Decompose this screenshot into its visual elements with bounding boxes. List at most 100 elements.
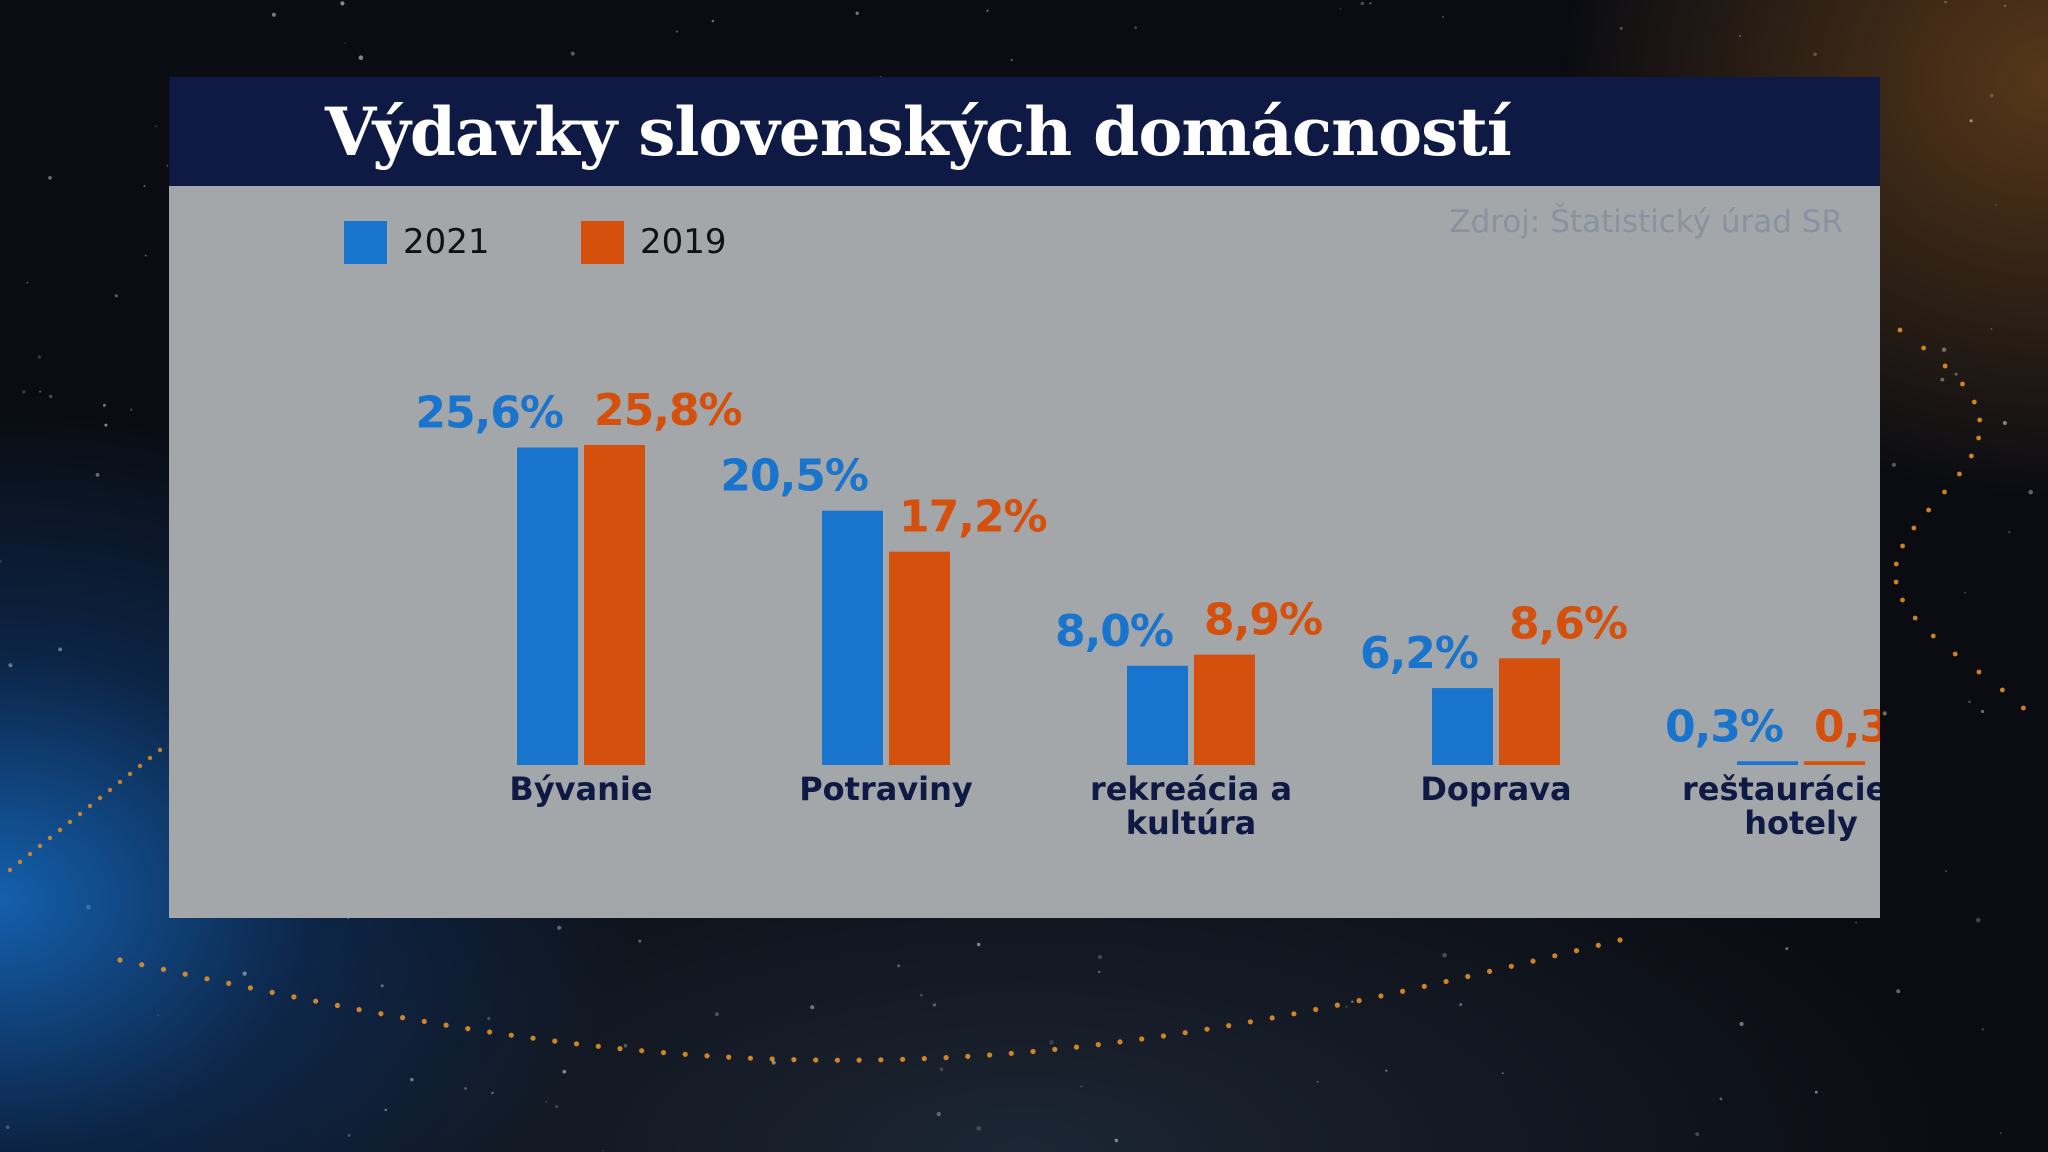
background-speck — [1739, 1021, 1744, 1027]
background-speck — [1097, 970, 1101, 974]
background-orange-dot — [834, 1057, 841, 1063]
bar-2021-2 — [1127, 665, 1188, 765]
background-speck — [1968, 700, 1971, 704]
background-orange-dot — [747, 1055, 754, 1061]
background-speck — [1719, 1097, 1723, 1101]
background-orange-dot — [1008, 1050, 1014, 1056]
background-orange-dot — [160, 966, 167, 973]
legend-item-2019: 2019 — [581, 220, 727, 264]
background-speck — [26, 281, 29, 284]
background-speck — [1695, 1132, 1700, 1137]
background-speck — [1441, 15, 1444, 18]
background-speck — [340, 1, 345, 6]
background-orange-dot — [147, 755, 153, 761]
value-label-2019-2: 8,9% — [1204, 595, 1322, 646]
background-orange-dot — [1957, 471, 1962, 477]
background-orange-dot — [1893, 561, 1899, 567]
background-orange-dot — [2021, 705, 2026, 711]
background-orange-dot — [704, 1053, 710, 1059]
background-speck — [1369, 2, 1372, 5]
background-speck — [58, 647, 63, 652]
background-speck — [977, 942, 981, 947]
background-orange-dot — [1269, 1015, 1275, 1021]
background-orange-dot — [1139, 1036, 1145, 1042]
background-speck — [1097, 954, 1103, 960]
background-speck — [570, 51, 575, 56]
background-speck — [86, 904, 91, 910]
background-speck — [1990, 328, 1993, 330]
background-orange-dot — [1182, 1030, 1188, 1036]
background-speck — [491, 1091, 494, 1095]
background-orange-dot — [769, 1056, 775, 1062]
background-speck — [1351, 1000, 1354, 1003]
background-orange-dot — [87, 803, 93, 809]
background-orange-dot — [1291, 1011, 1297, 1017]
background-speck — [557, 925, 562, 930]
value-label-2019-0: 25,8% — [594, 385, 742, 436]
background-orange-dot — [878, 1057, 884, 1063]
background-speck — [932, 1003, 937, 1007]
background-orange-dot — [900, 1056, 906, 1062]
chart-area: Zdroj: Štatistický úrad SR 2021 2019 25,… — [169, 186, 1880, 918]
background-speck — [1339, 8, 1342, 10]
background-orange-dot — [726, 1054, 732, 1060]
background-speck — [711, 19, 715, 23]
background-orange-dot — [1465, 973, 1471, 980]
background-orange-dot — [2000, 687, 2005, 693]
title-bar: Výdavky slovenských domácností — [169, 77, 1880, 186]
background-speck — [897, 964, 901, 968]
background-orange-dot — [137, 763, 143, 769]
background-speck — [48, 176, 52, 180]
background-orange-dot — [530, 1035, 536, 1041]
background-orange-dot — [639, 1048, 645, 1054]
bar-2019-0 — [584, 445, 645, 765]
background-orange-dot — [1356, 998, 1362, 1004]
background-orange-dot — [1952, 651, 1958, 657]
background-orange-dot — [356, 1007, 362, 1013]
background-speck — [1999, 1132, 2003, 1135]
background-speck — [1945, 870, 1947, 873]
background-orange-dot — [117, 779, 123, 785]
background-speck — [771, 1060, 776, 1065]
background-orange-dot — [1617, 937, 1623, 943]
bar-2019-4 — [1804, 761, 1865, 765]
background-orange-dot — [1030, 1048, 1036, 1055]
background-speck — [37, 355, 42, 359]
background-speck — [1944, 0, 1947, 4]
background-orange-dot — [1911, 525, 1917, 531]
background-orange-dot — [943, 1055, 949, 1061]
background-orange-dot — [508, 1032, 514, 1038]
background-orange-dot — [813, 1057, 819, 1063]
background-orange-dot — [127, 771, 133, 777]
background-orange-dot — [1960, 381, 1965, 387]
category-label-4-line0: reštaurácie a — [1682, 770, 1880, 808]
background-speck — [1785, 947, 1789, 950]
background-speck — [1442, 953, 1447, 958]
background-speck — [104, 423, 108, 427]
background-speck — [936, 1111, 941, 1117]
background-orange-dot — [1912, 615, 1918, 621]
background-orange-dot — [1073, 1044, 1080, 1050]
background-speck — [1459, 1003, 1463, 1006]
background-speck — [380, 984, 384, 988]
background-speck — [939, 1067, 944, 1072]
background-speck — [545, 1101, 547, 1103]
background-speck — [271, 12, 276, 17]
background-speck — [602, 1149, 604, 1152]
background-orange-dot — [1900, 543, 1905, 549]
background-speck — [976, 1125, 981, 1131]
background-speck — [143, 185, 146, 187]
background-orange-dot — [921, 1056, 927, 1062]
bar-chart: 25,6% 25,8% Bývanie 20,5% 17,2% Potraviny 8,0%… — [415, 385, 1880, 842]
background-orange-dot — [487, 1029, 493, 1035]
category-label-0: Bývanie — [509, 770, 652, 808]
bar-2019-3 — [1499, 658, 1560, 765]
background-speck — [1891, 462, 1896, 467]
background-speck — [1964, 591, 1966, 594]
background-speck — [1814, 1090, 1818, 1094]
background-speck — [21, 390, 26, 394]
background-orange-dot — [1573, 948, 1580, 954]
background-orange-dot — [856, 1057, 862, 1063]
background-orange-dot — [1595, 942, 1601, 948]
background-orange-dot — [1247, 1019, 1253, 1025]
